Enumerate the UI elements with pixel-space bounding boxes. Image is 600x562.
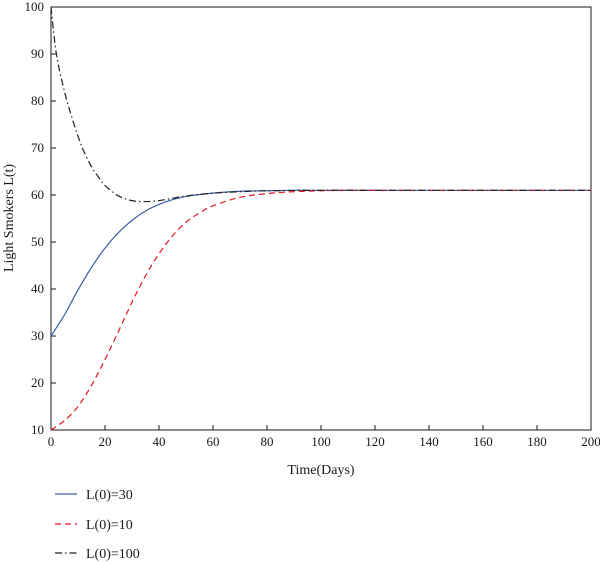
x-tick-label: 100 xyxy=(311,434,331,449)
legend: L(0)=30 L(0)=10 L(0)=100 xyxy=(55,488,140,562)
series-line-l-0-10 xyxy=(50,189,591,431)
y-tick-label: 30 xyxy=(31,328,44,343)
y-tick-label: 90 xyxy=(31,46,44,61)
x-tick-label: 20 xyxy=(99,434,112,449)
legend-label: L(0)=10 xyxy=(86,518,133,533)
x-tick-label: 160 xyxy=(473,434,493,449)
legend-label: L(0)=30 xyxy=(86,488,133,503)
plot-frame xyxy=(50,6,592,431)
x-tick-label: 0 xyxy=(48,434,55,449)
y-tick-label: 40 xyxy=(31,281,44,296)
y-tick-label: 20 xyxy=(31,375,44,390)
series-line-l-0-30 xyxy=(50,189,591,337)
x-tick-label: 200 xyxy=(581,434,600,449)
y-tick-label: 80 xyxy=(31,93,44,108)
y-tick-label: 100 xyxy=(25,0,45,14)
series-line-l-0-100 xyxy=(50,6,591,203)
y-tick-label: 70 xyxy=(31,140,44,155)
y-axis-title: Light Smokers L(t) xyxy=(2,164,17,272)
y-tick-label: 50 xyxy=(31,234,44,249)
x-axis-ticks: 0 20 40 60 80 100 120 140 160 180 200 xyxy=(48,425,600,449)
x-tick-label: 120 xyxy=(365,434,385,449)
legend-label: L(0)=100 xyxy=(86,547,140,562)
y-tick-label: 10 xyxy=(31,422,44,437)
x-tick-label: 60 xyxy=(207,434,220,449)
x-tick-label: 80 xyxy=(261,434,274,449)
x-tick-label: 180 xyxy=(527,434,547,449)
x-tick-label: 140 xyxy=(419,434,439,449)
x-tick-label: 40 xyxy=(153,434,166,449)
series-layer xyxy=(50,6,591,431)
y-tick-label: 60 xyxy=(31,187,44,202)
x-axis-title: Time(Days) xyxy=(287,463,354,478)
y-axis-ticks: 10 20 30 40 50 60 70 80 90 100 xyxy=(25,0,56,437)
